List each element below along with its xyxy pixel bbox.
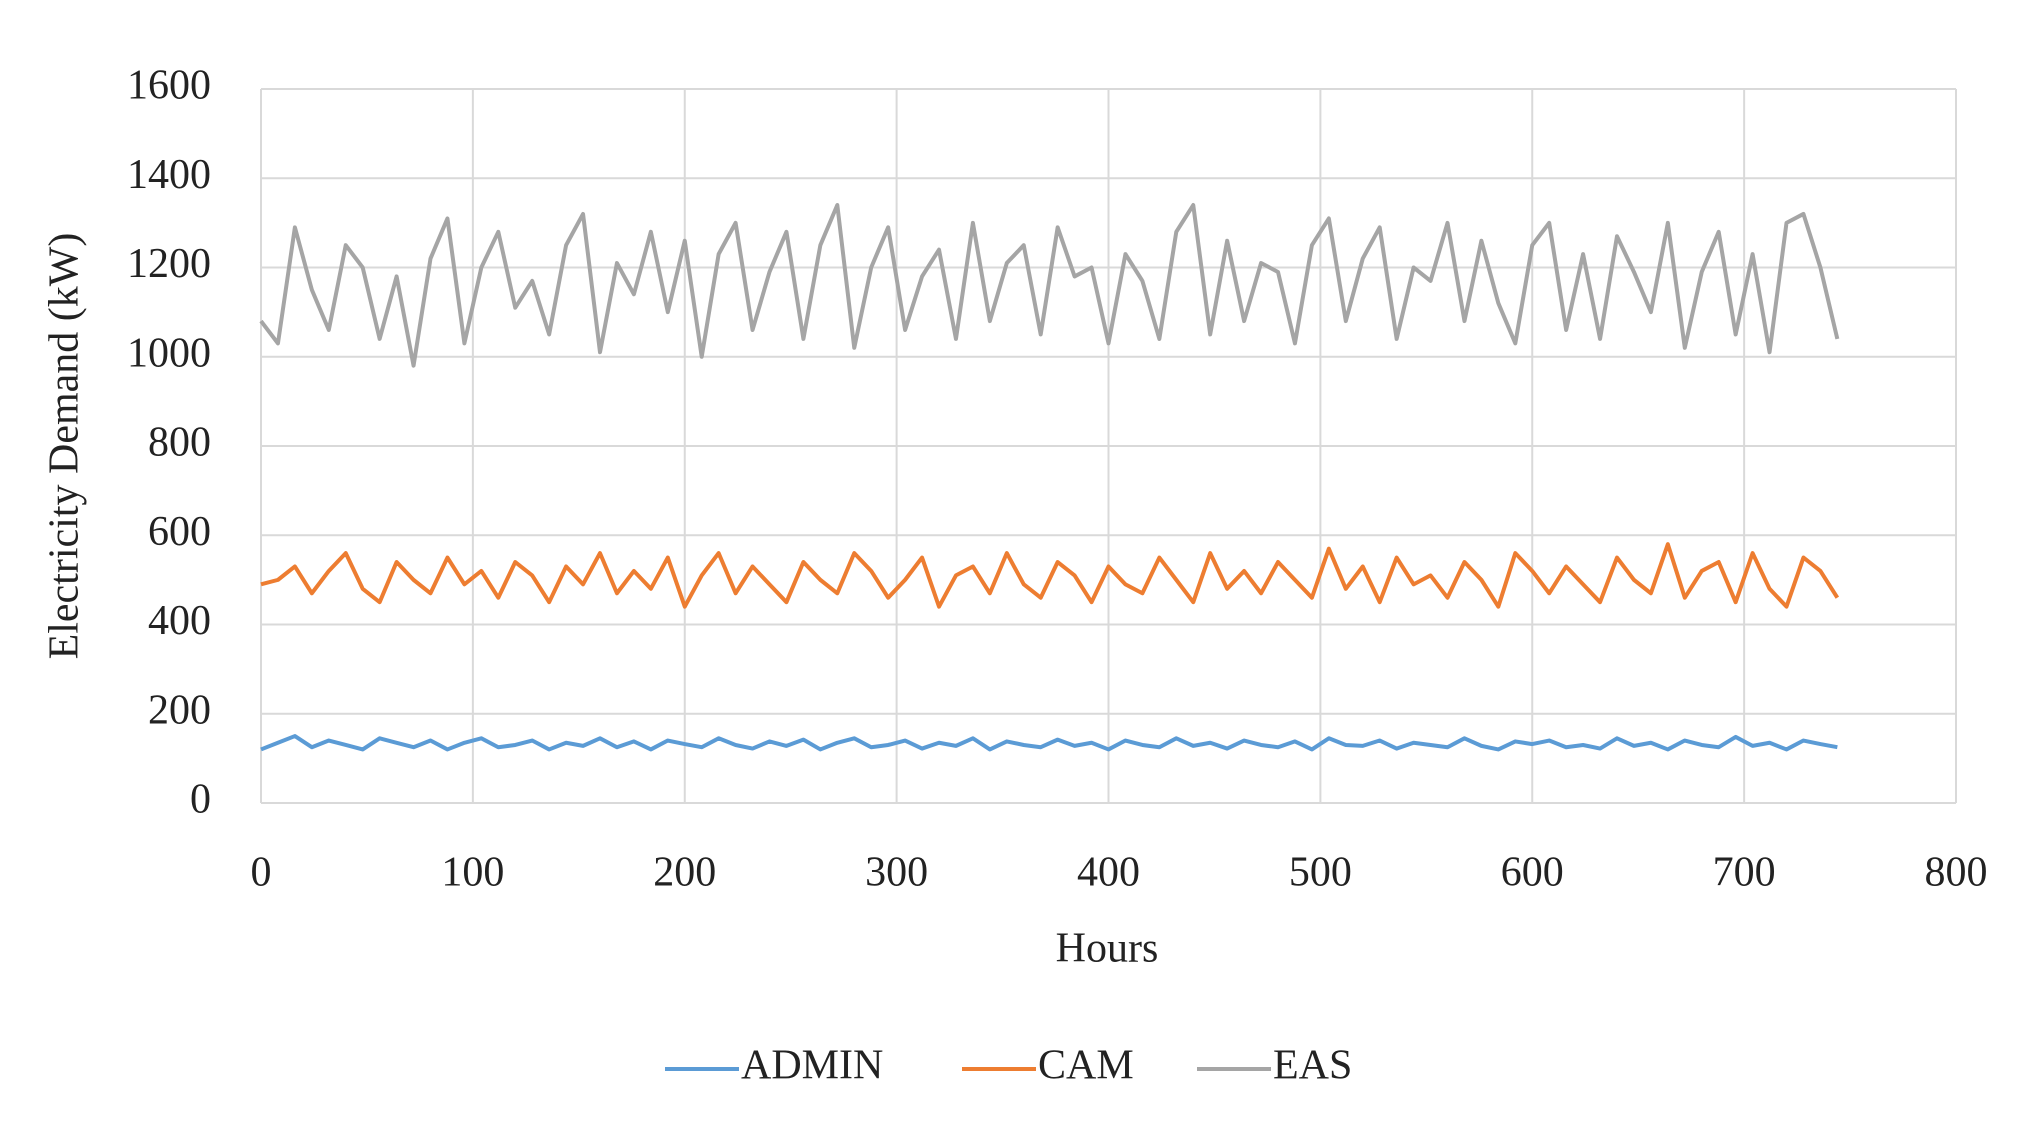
y-tick-label: 1400 xyxy=(127,152,211,198)
series-line xyxy=(260,734,1838,752)
y-tick-label: 1000 xyxy=(127,330,211,376)
x-tick-label: 400 xyxy=(1077,850,1140,896)
y-tick-label: 1200 xyxy=(127,241,211,287)
y-axis-title: Electricity Demand (kW) xyxy=(42,233,88,660)
legend-label: ADMIN xyxy=(741,1043,883,1089)
y-tick-label: 1600 xyxy=(127,63,211,109)
x-axis-title: Hours xyxy=(1056,926,1159,972)
x-tick-label: 300 xyxy=(865,850,928,896)
series-line xyxy=(260,542,1840,609)
x-tick-label: 0 xyxy=(251,850,272,896)
x-tick-label: 500 xyxy=(1289,850,1352,896)
x-tick-label: 100 xyxy=(441,850,504,896)
series-line xyxy=(259,203,1840,368)
x-tick-label: 600 xyxy=(1501,850,1564,896)
y-tick-label: 600 xyxy=(148,509,211,555)
y-tick-label: 800 xyxy=(148,420,211,466)
legend-label: CAM xyxy=(1038,1043,1134,1089)
x-tick-label: 800 xyxy=(1925,850,1988,896)
y-tick-label: 400 xyxy=(148,598,211,644)
y-tick-label: 200 xyxy=(148,687,211,733)
y-tick-label: 0 xyxy=(190,777,211,823)
x-tick-label: 700 xyxy=(1713,850,1776,896)
x-tick-label: 200 xyxy=(653,850,716,896)
legend-label: EAS xyxy=(1273,1043,1352,1089)
